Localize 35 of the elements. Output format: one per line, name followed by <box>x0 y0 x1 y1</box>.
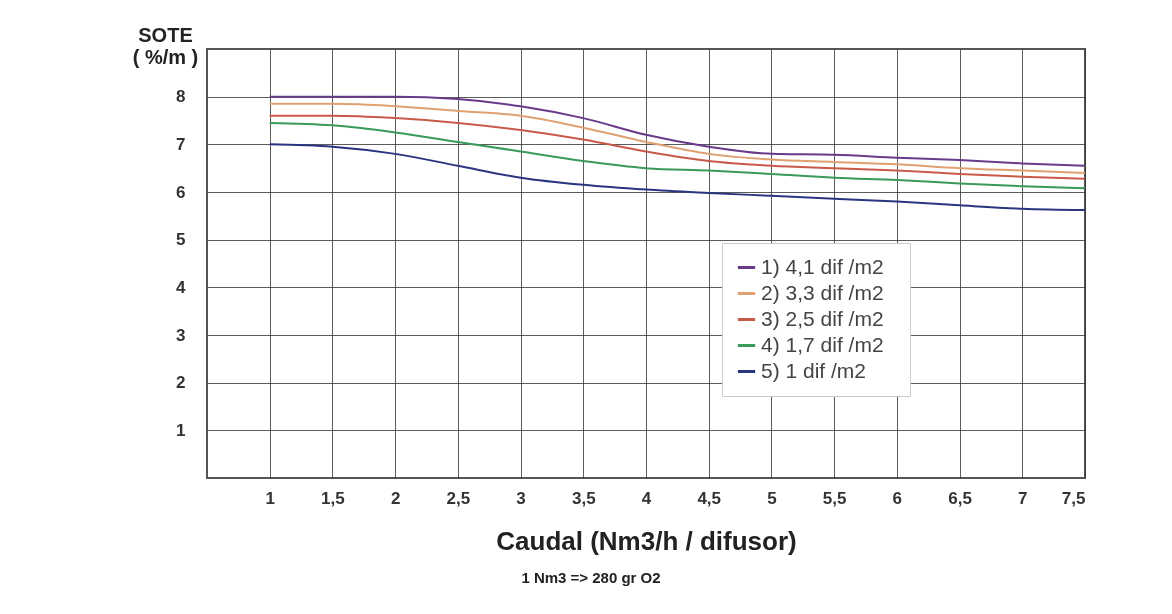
y-axis-title: SOTE ( %/m ) <box>132 23 199 68</box>
legend-label: 3) 2,5 dif /m2 <box>761 306 884 330</box>
legend-label: 1) 4,1 dif /m2 <box>761 254 884 278</box>
x-tick-label: 6 <box>892 488 903 508</box>
y-tick-label: 5 <box>176 230 186 250</box>
line-series <box>268 121 1086 190</box>
line-series <box>268 102 1086 174</box>
y-tick-label: 6 <box>176 182 186 202</box>
x-axis-title: Caudal (Nm3/h / difusor) <box>496 525 797 556</box>
y-tick-label: 7 <box>176 134 186 154</box>
x-tick-label: 4,5 <box>697 488 722 508</box>
x-tick-label: 4 <box>641 488 652 508</box>
x-tick-label: 3,5 <box>571 488 596 508</box>
y-tick-label: 3 <box>176 325 186 345</box>
y-tick-label: 8 <box>176 87 186 107</box>
legend-label: 4) 1,7 dif /m2 <box>761 332 884 356</box>
x-tick-label: 2,5 <box>446 488 471 508</box>
x-tick-label: 6,5 <box>948 488 972 508</box>
x-tick-label: 7,5 <box>1061 488 1086 508</box>
line-series <box>268 95 1086 167</box>
x-tick-label: 1 <box>265 488 275 508</box>
y-tick-label: 2 <box>176 373 186 393</box>
y-tick-label: 1 <box>176 420 186 440</box>
x-tick-label: 5 <box>767 488 777 508</box>
legend-label: 5) 1 dif /m2 <box>761 358 867 382</box>
x-tick-label: 5,5 <box>822 488 847 508</box>
text: 1 Nm3 => 280 gr O2 <box>521 569 661 586</box>
x-tick-label: 1,5 <box>321 488 345 508</box>
legend-label: 2) 3,3 dif /m2 <box>761 280 884 304</box>
y-tick-label: 4 <box>176 277 187 297</box>
line-series <box>268 114 1086 180</box>
x-tick-label: 7 <box>1018 488 1028 508</box>
line-series <box>268 143 1086 212</box>
x-tick-label: 3 <box>516 488 526 508</box>
x-tick-label: 2 <box>390 488 401 508</box>
